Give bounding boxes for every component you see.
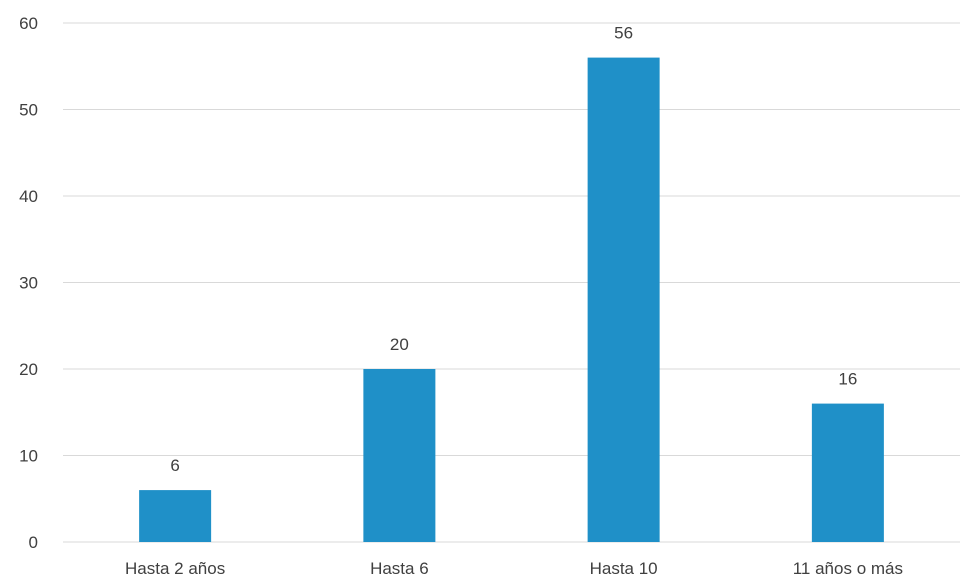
bar-value-label: 20 xyxy=(390,335,409,354)
y-tick-label: 50 xyxy=(19,101,38,120)
y-tick-label: 0 xyxy=(29,533,38,552)
x-category-label: Hasta 6 xyxy=(370,559,429,578)
y-tick-label: 20 xyxy=(19,360,38,379)
bar-value-label: 56 xyxy=(614,24,633,43)
bar-value-label: 16 xyxy=(838,370,857,389)
bar-value-label: 6 xyxy=(170,456,179,475)
gridlines xyxy=(63,22,960,543)
bar xyxy=(811,403,884,542)
data-labels: 6 20 56 16 xyxy=(170,24,857,476)
y-axis-tick-labels: 0 10 20 30 40 50 60 xyxy=(19,14,38,552)
x-category-label: Hasta 2 años xyxy=(125,559,225,578)
bar xyxy=(139,490,212,542)
x-category-label: 11 años o más xyxy=(793,559,903,578)
bar xyxy=(587,57,660,542)
bars xyxy=(139,57,884,542)
y-tick-label: 40 xyxy=(19,187,38,206)
y-tick-label: 30 xyxy=(19,274,38,293)
x-axis-category-labels: Hasta 2 años Hasta 6 Hasta 10 11 años o más xyxy=(125,559,903,578)
bar xyxy=(363,369,436,542)
x-category-label: Hasta 10 xyxy=(590,559,658,578)
y-tick-label: 60 xyxy=(19,14,38,33)
y-tick-label: 10 xyxy=(19,447,38,466)
